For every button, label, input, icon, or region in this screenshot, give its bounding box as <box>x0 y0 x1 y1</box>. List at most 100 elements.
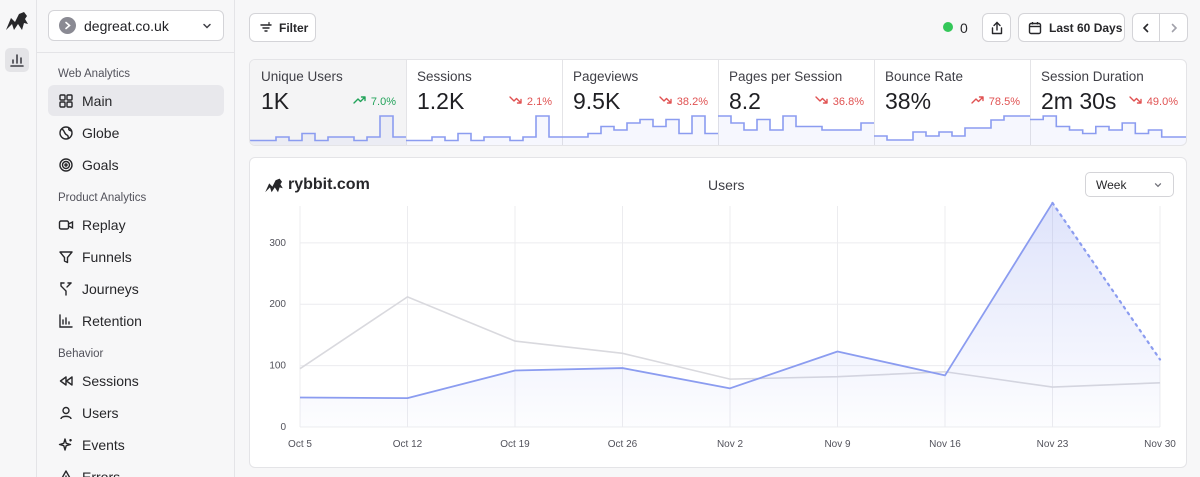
sidebar-item-replay[interactable]: Replay <box>48 209 224 240</box>
filter-button[interactable]: Filter <box>249 13 316 42</box>
sidebar-item-label: Journeys <box>82 280 139 297</box>
section-behavior: Behavior <box>58 348 104 360</box>
brand: rybbit.com <box>264 176 370 194</box>
brand-name: rybbit.com <box>288 176 370 193</box>
x-tick-label: Oct 5 <box>288 439 312 450</box>
sparkline <box>718 115 874 145</box>
rewind-icon <box>59 375 73 386</box>
stat-value: 9.5K <box>573 88 621 114</box>
stat-label: Sessions <box>417 69 472 84</box>
time-bucket-value: Week <box>1096 177 1127 192</box>
analytics-chart-icon[interactable] <box>5 48 29 72</box>
filter-button-label: Filter <box>279 20 309 35</box>
sparkline-line <box>718 115 874 131</box>
stat-label: Unique Users <box>261 69 343 84</box>
stats-bar: Unique Users 1K 7.0% Sessions 1.2K 2.1% … <box>249 59 1187 146</box>
sparkline <box>1030 115 1186 145</box>
trend-down-icon <box>659 95 677 108</box>
warning-icon <box>61 469 71 477</box>
sidebar-item-sessions[interactable]: Sessions <box>48 365 224 396</box>
sidebar-item-main[interactable]: Main <box>48 85 224 116</box>
chevron-left-icon <box>1142 23 1149 32</box>
sidebar-item-journeys[interactable]: Journeys <box>48 273 224 304</box>
trend-up-icon <box>353 95 371 108</box>
sparkline <box>562 115 718 145</box>
y-tick-label: 100 <box>269 361 286 372</box>
calendar-icon <box>1028 21 1042 34</box>
sidebar-item-label: Main <box>82 92 113 109</box>
stat-label: Pageviews <box>573 69 639 84</box>
date-navigation <box>1132 13 1188 42</box>
series-current-line <box>299 202 1054 400</box>
stat-value: 2m 30s <box>1041 88 1117 114</box>
stat-value: 1K <box>261 88 290 114</box>
chevron-down-icon <box>203 23 211 29</box>
sparkline-line <box>562 115 718 138</box>
share-button[interactable] <box>982 13 1011 42</box>
share-icon <box>991 21 1002 34</box>
stat-change-value: 49.0% <box>1146 95 1178 108</box>
stat-card-bounce-rate[interactable]: Bounce Rate 38% 78.5% <box>874 60 1031 145</box>
sidebar-item-events[interactable]: Events <box>48 429 224 460</box>
trend-down-icon <box>509 95 527 108</box>
live-indicator-dot <box>943 22 953 32</box>
stat-card-session-duration[interactable]: Session Duration 2m 30s 49.0% <box>1030 60 1186 145</box>
funnel-icon <box>59 250 73 263</box>
chevron-right-icon <box>1171 23 1177 32</box>
x-tick-label: Nov 30 <box>1144 439 1176 450</box>
sidebar-item-goals[interactable]: Goals <box>48 149 224 180</box>
section-product-analytics: Product Analytics <box>58 192 147 204</box>
stat-value: 1.2K <box>417 88 465 114</box>
sidebar-item-label: Sessions <box>82 372 139 389</box>
chart-title: Users <box>708 177 745 193</box>
split-icon <box>60 281 72 296</box>
rybbit-logo-icon[interactable] <box>5 10 29 32</box>
trend-down-icon <box>815 95 833 108</box>
stat-value: 38% <box>885 88 932 114</box>
site-selector[interactable]: degreat.co.uk <box>48 10 224 41</box>
x-tick-label: Oct 19 <box>500 439 530 450</box>
live-users-count: 0 <box>960 20 968 36</box>
sparkline-line <box>250 115 406 142</box>
stat-card-pages-per-session[interactable]: Pages per Session 8.2 36.8% <box>718 60 875 145</box>
time-bucket-select[interactable]: Week <box>1085 172 1174 197</box>
stat-change: 7.0% <box>353 95 396 108</box>
sidebar-item-funnels[interactable]: Funnels <box>48 241 224 272</box>
sidebar-item-label: Errors <box>82 468 121 477</box>
sparkline-area <box>1030 116 1186 145</box>
previous-period-button[interactable] <box>1133 14 1161 41</box>
layout-grid-icon <box>59 93 73 108</box>
sidebar-item-retention[interactable]: Retention <box>48 305 224 336</box>
stat-card-unique-users[interactable]: Unique Users 1K 7.0% <box>250 60 407 145</box>
sidebar-item-errors[interactable]: Errors <box>48 461 224 477</box>
sidebar-divider <box>37 52 235 53</box>
x-tick-label: Nov 23 <box>1037 439 1069 450</box>
stat-change: 38.2% <box>659 95 708 108</box>
icon-rail <box>0 0 37 477</box>
bar-chart-icon <box>59 313 73 328</box>
sparkline-area <box>406 116 562 145</box>
globe-icon <box>59 125 73 140</box>
sidebar-item-label: Goals <box>82 156 119 173</box>
trend-up-icon <box>971 95 989 108</box>
sidebar-item-users[interactable]: Users <box>48 397 224 428</box>
date-range-button[interactable]: Last 60 Days <box>1018 13 1125 42</box>
x-tick-label: Oct 12 <box>393 439 423 450</box>
stat-label: Session Duration <box>1041 69 1144 84</box>
x-tick-label: Nov 9 <box>824 439 851 450</box>
stat-card-pageviews[interactable]: Pageviews 9.5K 38.2% <box>562 60 719 145</box>
sparkline-line <box>874 115 1030 141</box>
sparkline-line <box>1030 115 1186 138</box>
sidebar-item-label: Globe <box>82 124 120 141</box>
y-tick-label: 0 <box>280 422 286 433</box>
stat-label: Pages per Session <box>729 69 843 84</box>
stat-value: 8.2 <box>729 88 761 114</box>
date-range-label: Last 60 Days <box>1049 20 1123 35</box>
y-tick-label: 300 <box>269 238 286 249</box>
site-name: degreat.co.uk <box>84 17 169 34</box>
sidebar-item-globe[interactable]: Globe <box>48 117 224 148</box>
filter-lines-icon <box>260 21 272 32</box>
stat-card-sessions[interactable]: Sessions 1.2K 2.1% <box>406 60 563 145</box>
next-period-button[interactable] <box>1160 14 1187 41</box>
sidebar: degreat.co.uk Web Analytics Main Globe G… <box>37 0 235 477</box>
